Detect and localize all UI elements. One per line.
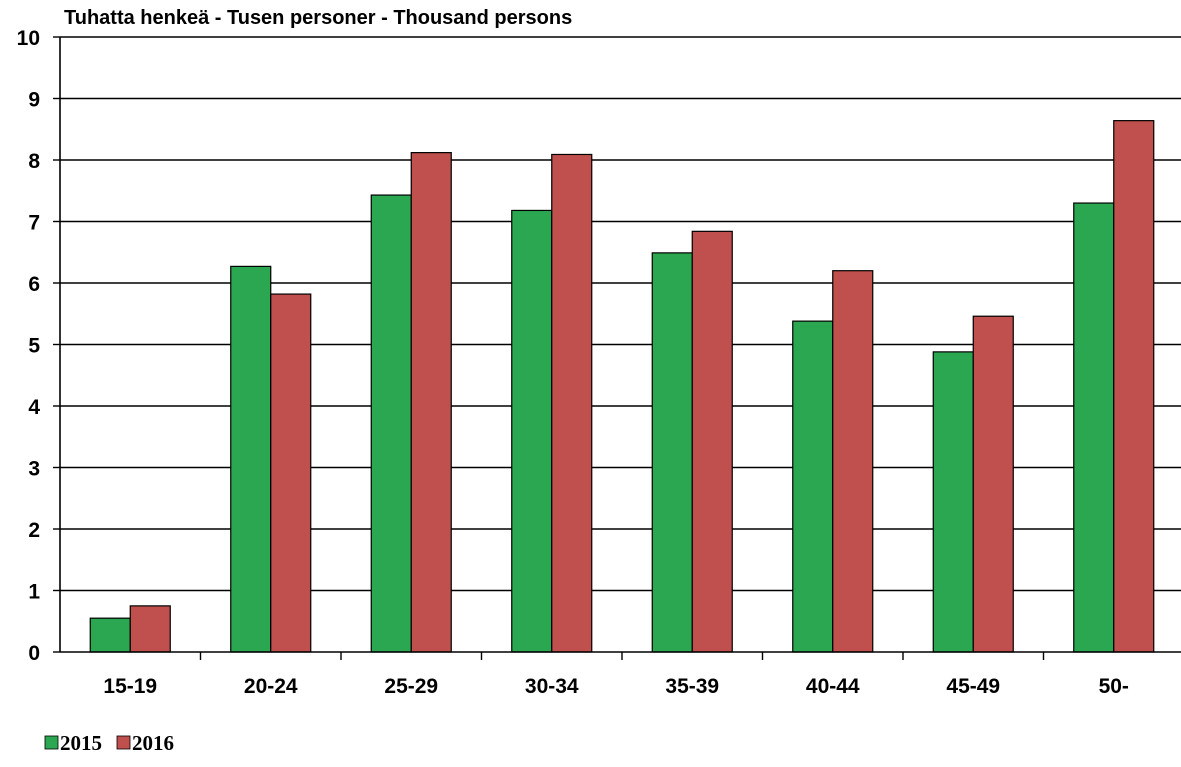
legend-swatch-2016 [116,735,131,750]
bar-2016-35-39 [691,230,733,653]
bar-2015-20-24 [230,265,272,653]
legend-label-2016: 2016 [132,731,174,755]
x-tick-label: 20-24 [244,675,298,698]
y-tick-label: 8 [28,150,40,173]
bar-2015-40-44 [792,320,834,653]
bar-2016-30-34 [551,153,593,653]
x-tick-label: 50- [1099,675,1129,698]
y-tick-label: 4 [28,396,40,419]
y-tick-label: 2 [28,519,40,542]
bar-2015-45-49 [932,351,974,653]
bars [89,120,1155,653]
y-axis-title: Tuhatta henkeä - Tusen personer - Thousa… [64,7,572,29]
y-tick-label: 5 [28,335,40,358]
bar-2016-20-24 [270,293,312,653]
y-tick-label: 3 [28,458,40,481]
bar-2015-25-29 [370,194,412,653]
bar-2016-50- [1113,120,1155,653]
x-tick-label: 30-34 [525,675,579,698]
bar-2016-45-49 [972,315,1014,653]
bar-2016-40-44 [832,270,874,653]
bar-2015-30-34 [511,209,553,653]
y-tick-label: 10 [17,27,40,50]
axes: 0 1 2 3 4 5 6 7 8 9 10 15-19 20-24 25-29 30-34 35-39 40-… [17,27,1181,698]
y-tick-label: 6 [28,273,40,296]
x-tick-label: 15-19 [103,675,157,698]
y-tick-label: 0 [28,642,40,665]
legend-swatch-2015 [44,735,59,750]
x-tick-label: 25-29 [384,675,438,698]
y-tick-label: 9 [28,89,40,112]
y-tick-label: 1 [28,581,40,604]
y-tick-label: 7 [28,212,40,235]
x-tick-label: 35-39 [665,675,719,698]
legend-label-2015: 2015 [60,731,102,755]
legend: 2015 2016 [44,731,174,755]
bar-2015-15-19 [89,617,131,653]
bar-2016-15-19 [129,605,171,653]
x-tick-label: 45-49 [946,675,1000,698]
bar-2015-50- [1073,202,1115,653]
x-tick-label: 40-44 [806,675,860,698]
bar-2015-35-39 [651,252,693,653]
bar-2016-25-29 [410,152,452,653]
